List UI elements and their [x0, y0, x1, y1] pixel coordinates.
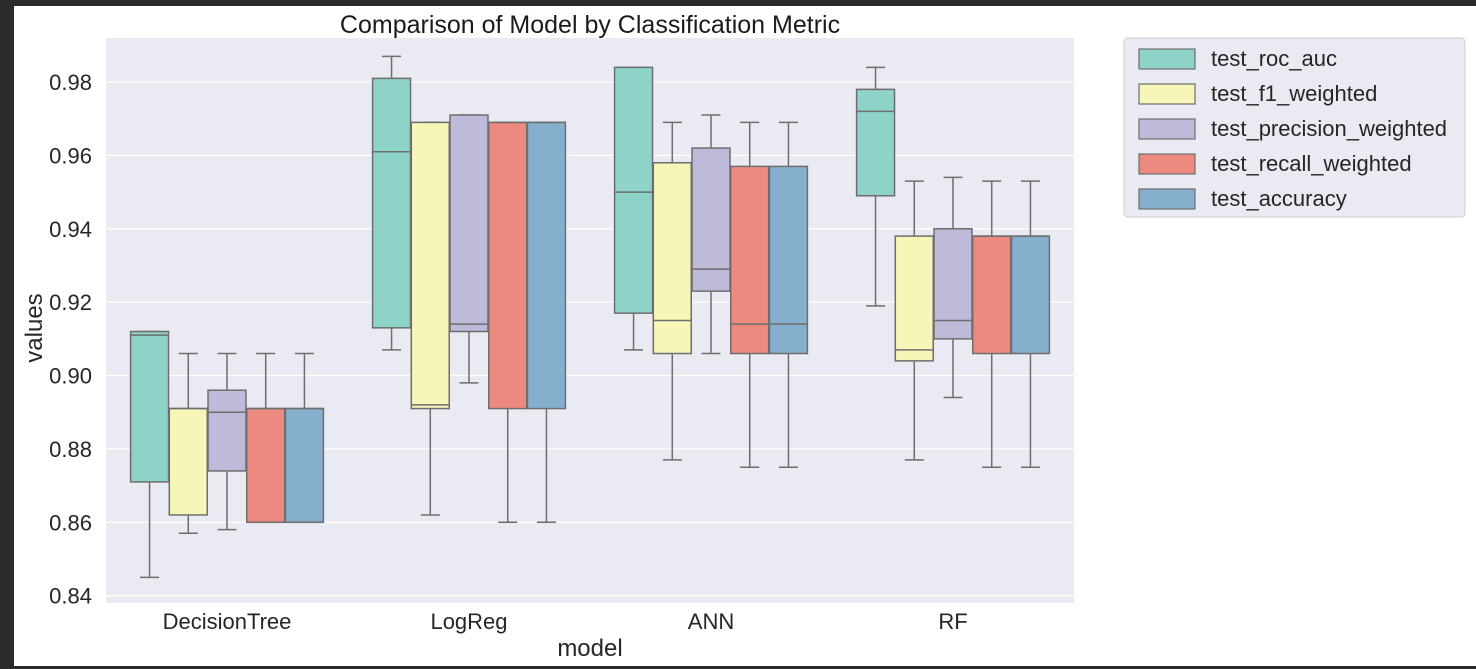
box-LogReg-test_f1_weighted — [410, 121, 451, 516]
box-RF-test_accuracy — [1010, 180, 1051, 469]
y-tick-label: 0.88 — [49, 437, 92, 462]
box-RF-test_roc_auc — [855, 66, 896, 307]
box-DecisionTree-test_accuracy — [284, 352, 325, 524]
legend-label: test_recall_weighted — [1211, 151, 1412, 176]
y-tick-label: 0.94 — [49, 217, 92, 242]
box-body — [449, 114, 489, 333]
box-body — [1010, 235, 1051, 355]
box-RF-test_precision_weighted — [933, 176, 973, 399]
x-tick-label: RF — [938, 609, 967, 634]
legend-label: test_f1_weighted — [1211, 81, 1377, 106]
box-body — [526, 121, 567, 410]
legend-swatch — [1138, 118, 1196, 140]
box-body — [168, 407, 209, 516]
box-body — [691, 147, 731, 292]
box-body — [410, 121, 451, 410]
box-body — [487, 121, 528, 410]
box-body — [129, 330, 170, 483]
y-tick-label: 0.98 — [49, 70, 92, 95]
x-tick-label: LogReg — [430, 609, 507, 634]
box-RF-test_f1_weighted — [894, 180, 935, 461]
box-LogReg-test_precision_weighted — [449, 114, 489, 384]
box-body — [371, 77, 412, 329]
y-axis-label: values — [21, 293, 48, 362]
box-DecisionTree-test_roc_auc — [129, 330, 170, 579]
legend-label: test_accuracy — [1211, 186, 1347, 211]
y-tick-label: 0.96 — [49, 143, 92, 168]
box-body — [768, 165, 809, 355]
x-tick-label: ANN — [688, 609, 734, 634]
y-axis-ticks: 0.84 0.86 0.88 0.90 0.92 0.94 0.96 0.98 — [49, 70, 92, 609]
box-plot-chart: Comparison of Model by Classification Me… — [21, 11, 1466, 662]
legend-label: test_roc_auc — [1211, 46, 1337, 71]
box-body — [729, 165, 770, 355]
chart-title: Comparison of Model by Classification Me… — [340, 11, 840, 39]
legend-box — [1123, 37, 1466, 218]
box-LogReg-test_roc_auc — [371, 55, 412, 351]
y-tick-label: 0.92 — [49, 290, 92, 315]
legend-swatch — [1138, 188, 1196, 210]
box-ANN-test_recall_weighted — [729, 121, 770, 469]
box-body — [894, 235, 935, 362]
box-body — [207, 389, 247, 472]
box-body — [613, 66, 654, 314]
box-DecisionTree-test_f1_weighted — [168, 352, 209, 535]
box-body — [855, 88, 896, 197]
box-LogReg-test_accuracy — [526, 121, 567, 524]
box-ANN-test_roc_auc — [613, 66, 654, 351]
figure-frame: Comparison of Model by Classification Me… — [14, 6, 1476, 666]
box-ANN-test_accuracy — [768, 121, 809, 469]
box-LogReg-test_recall_weighted — [487, 121, 528, 524]
box-body — [245, 407, 286, 524]
y-tick-label: 0.86 — [49, 510, 92, 535]
legend-swatch — [1138, 83, 1196, 105]
box-body — [933, 228, 973, 340]
box-ANN-test_f1_weighted — [652, 121, 693, 461]
x-axis-label: model — [557, 635, 622, 662]
box-DecisionTree-test_recall_weighted — [245, 352, 286, 524]
box-series — [129, 55, 1051, 579]
box-RF-test_recall_weighted — [971, 180, 1012, 469]
box-DecisionTree-test_precision_weighted — [207, 352, 247, 531]
box-body — [284, 407, 325, 524]
box-body — [652, 161, 693, 355]
y-tick-label: 0.84 — [49, 584, 92, 609]
box-body — [971, 235, 1012, 355]
x-tick-label: DecisionTree — [163, 609, 292, 634]
legend-swatch — [1138, 48, 1196, 70]
legend-swatch — [1138, 153, 1196, 175]
legend: test_roc_auc test_f1_weighted test_precisi… — [1123, 37, 1466, 218]
y-tick-label: 0.90 — [49, 364, 92, 389]
legend-label: test_precision_weighted — [1211, 116, 1447, 141]
box-ANN-test_precision_weighted — [691, 114, 731, 355]
x-axis-ticks: DecisionTree LogReg ANN RF — [163, 609, 968, 634]
